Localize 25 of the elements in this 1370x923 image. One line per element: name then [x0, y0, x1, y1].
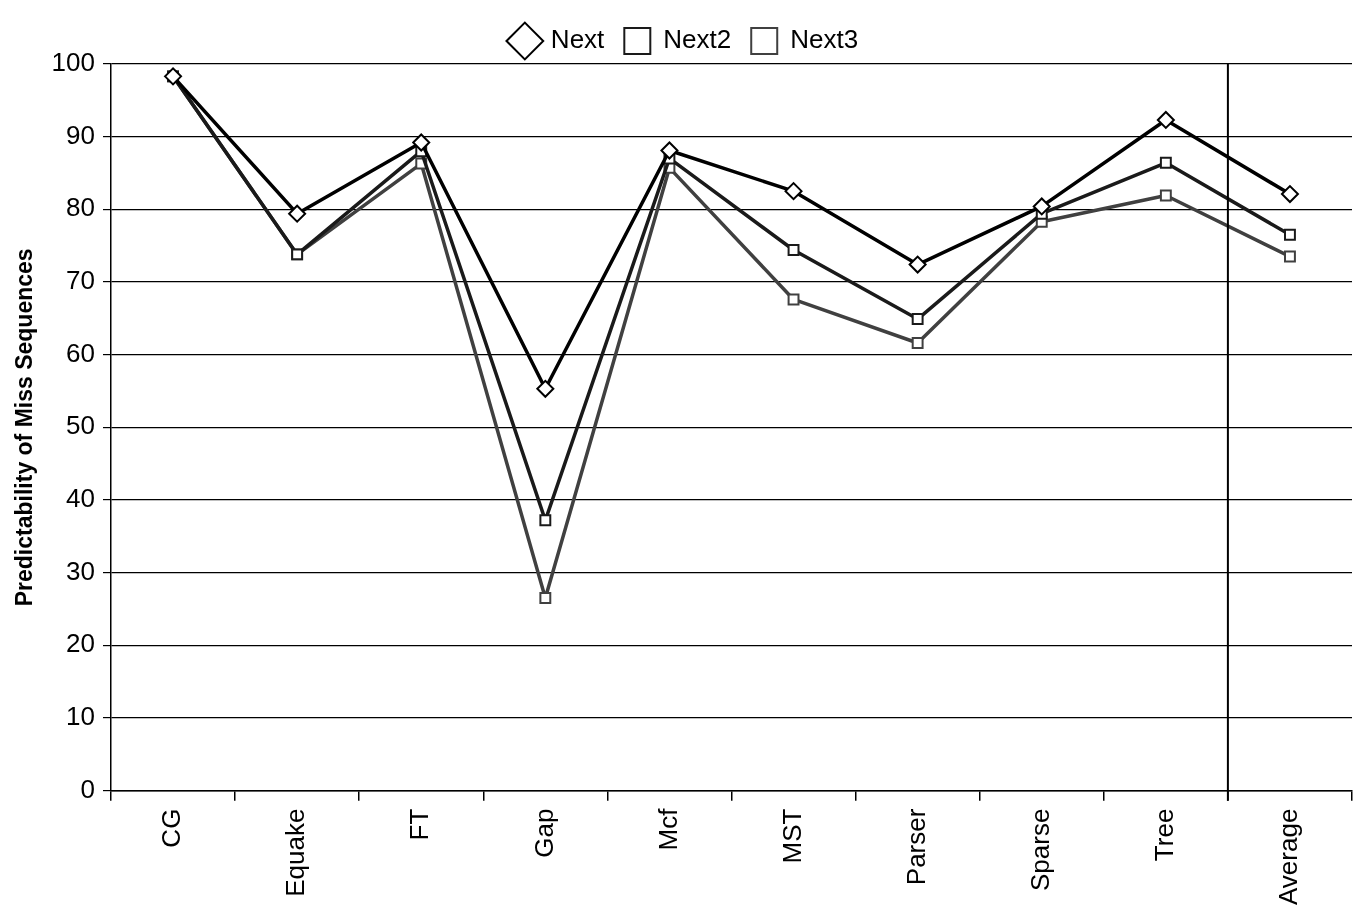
x-tick-label: Sparse	[1024, 808, 1055, 892]
x-tick-label: Average	[1273, 808, 1304, 905]
x-tick-label: Gap	[528, 808, 559, 858]
y-tick-label: 100	[51, 47, 95, 78]
y-tick-label: 30	[66, 555, 95, 586]
y-tick-label: 90	[66, 119, 95, 150]
y-tick-label: 20	[66, 628, 95, 659]
x-tick-label: Equake	[280, 808, 311, 897]
y-tick-label: 70	[66, 265, 95, 296]
x-tick-label: MST	[776, 808, 807, 864]
legend-label: Next3	[790, 24, 859, 55]
y-tick-label: 40	[66, 483, 95, 514]
y-axis-title: Predictability of Miss Sequences	[11, 248, 38, 607]
y-tick-label: 0	[80, 773, 95, 804]
x-tick-label: Tree	[1149, 808, 1180, 862]
y-tick-label: 60	[66, 337, 95, 368]
legend-label: Next	[550, 24, 606, 55]
x-tick-label: Parser	[900, 808, 931, 886]
legend-label: Next2	[663, 24, 732, 55]
x-tick-label: Mcf	[652, 807, 683, 851]
y-tick-label: 50	[66, 410, 95, 441]
y-tick-label: 80	[66, 192, 95, 223]
x-tick-label: FT	[404, 808, 435, 841]
y-tick-label: 10	[66, 701, 95, 732]
x-tick-label: CG	[156, 808, 187, 848]
